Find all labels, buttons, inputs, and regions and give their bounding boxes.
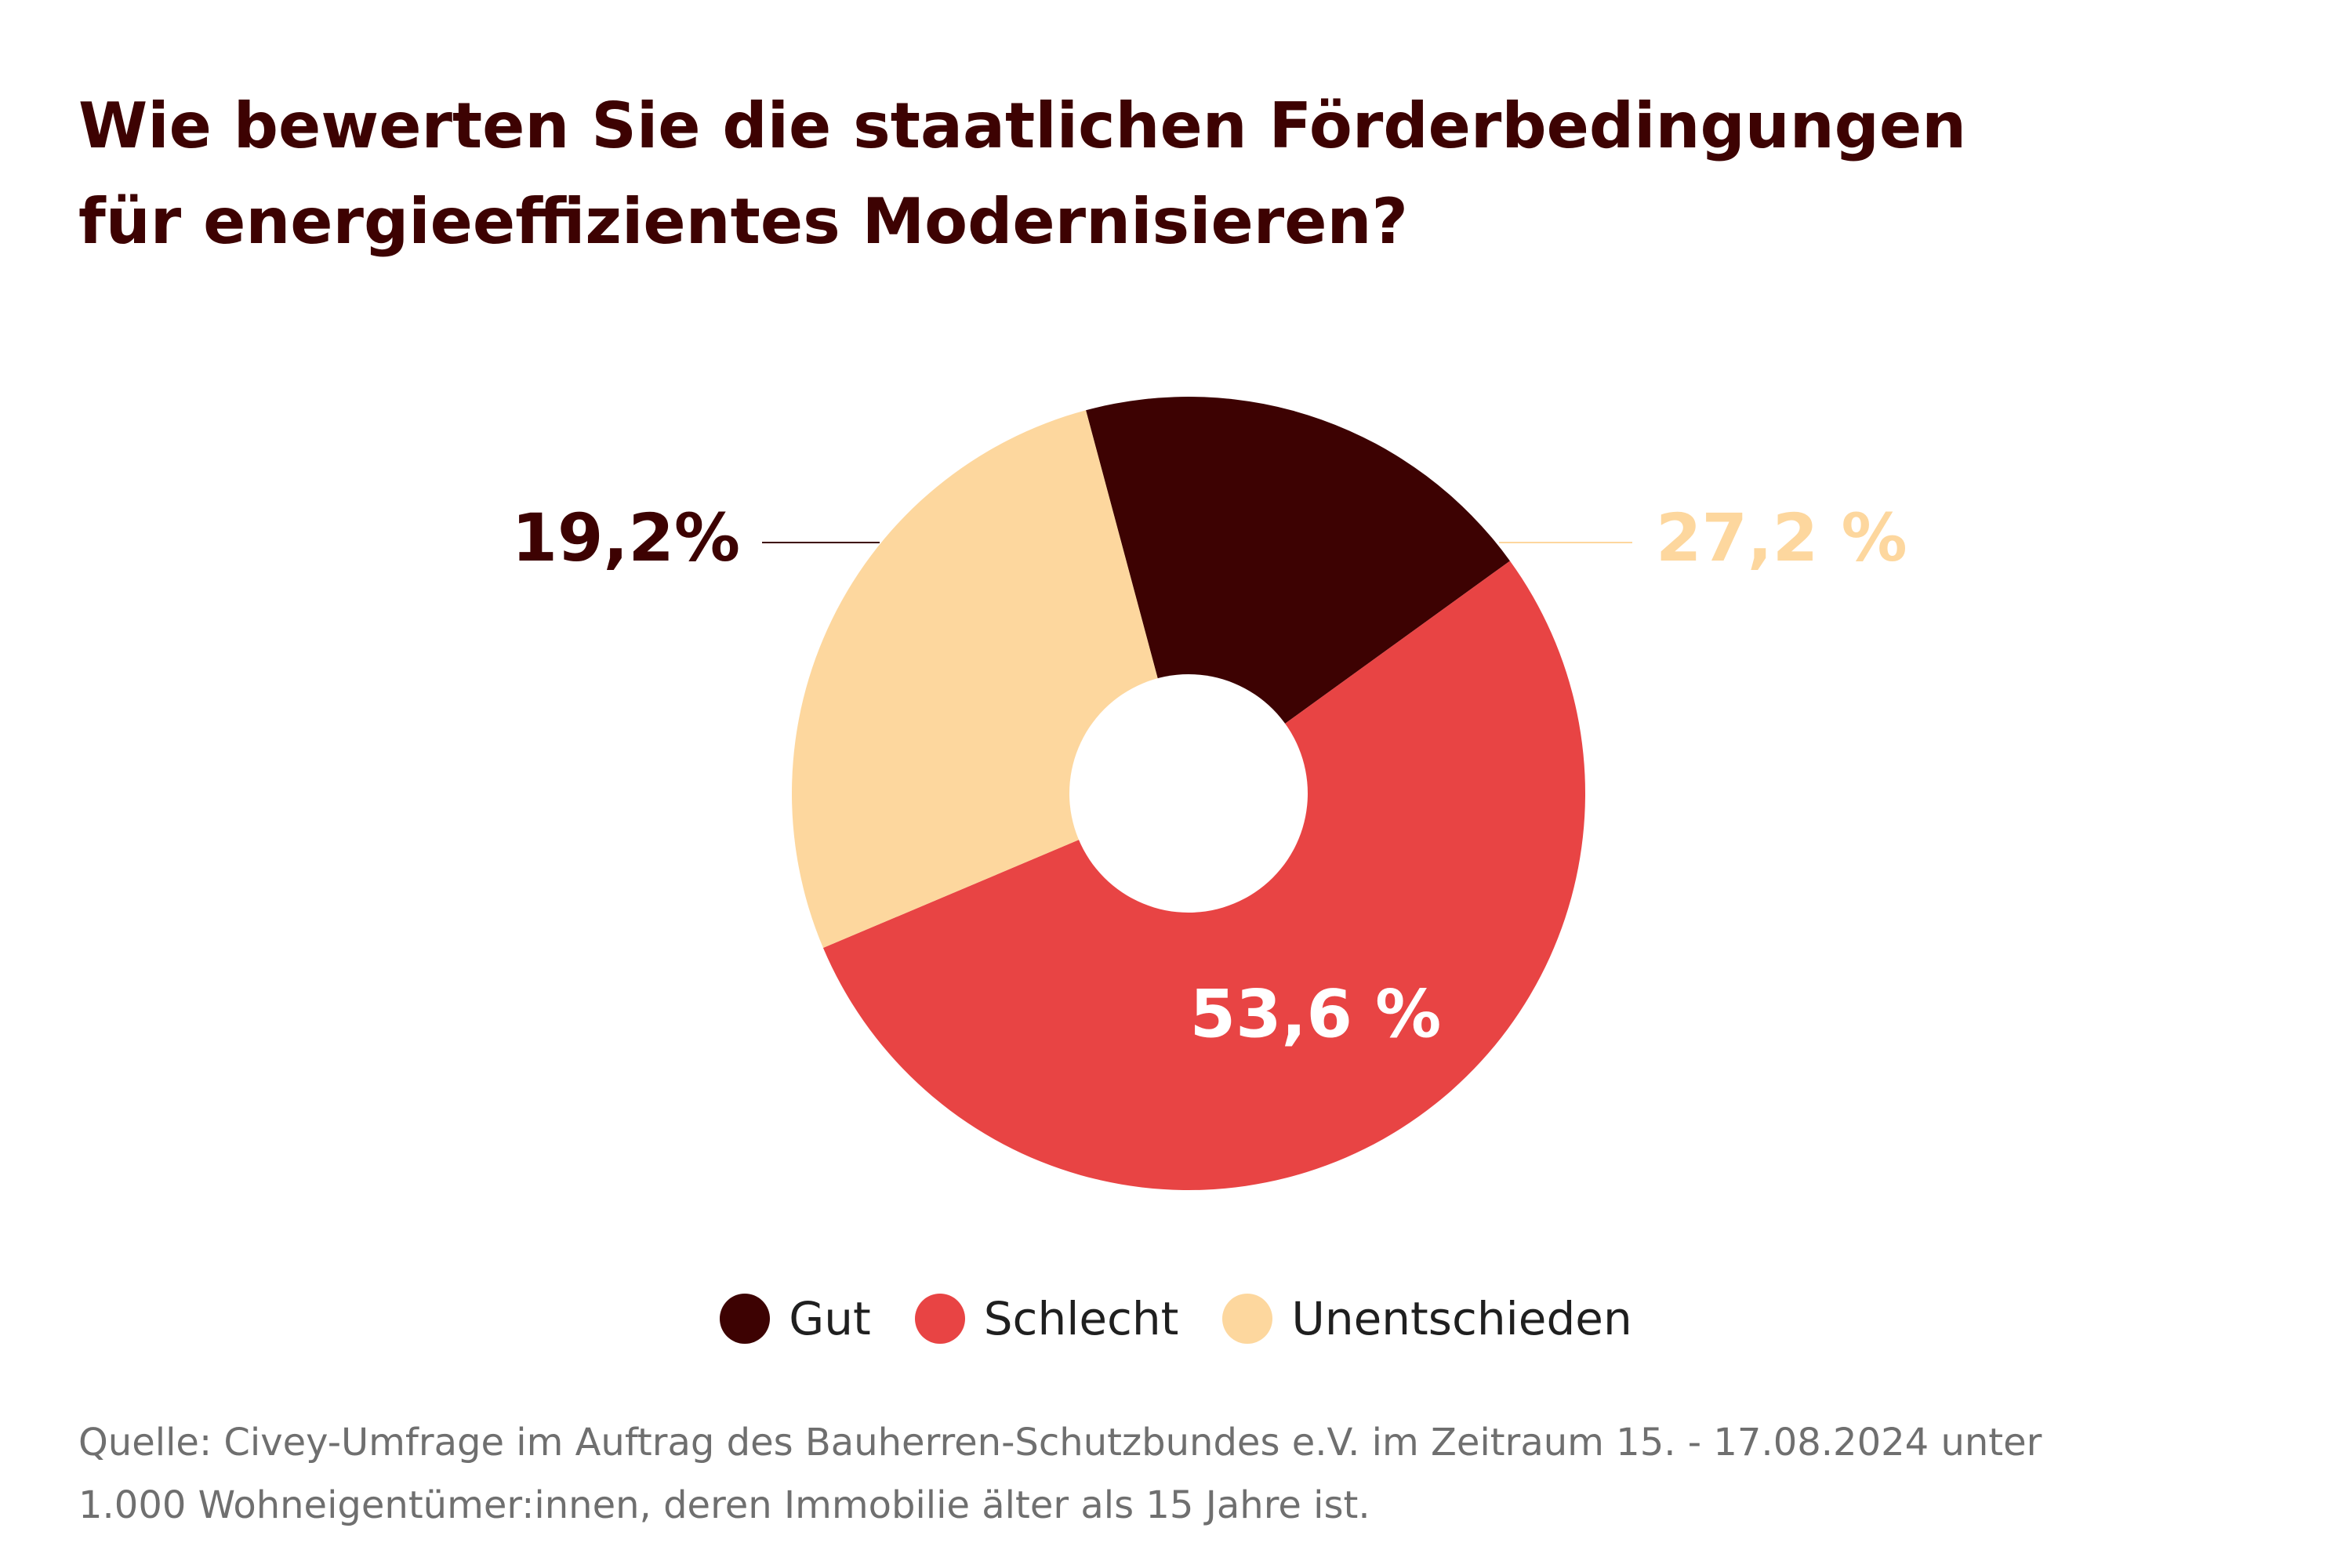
- source-note-line-2: 1.000 Wohneigentümer:innen, deren Immobi…: [78, 1483, 1370, 1527]
- legend-item-gut: Gut: [720, 1292, 871, 1345]
- legend-swatch-unentschieden: [1222, 1294, 1273, 1344]
- legend-swatch-gut: [720, 1294, 771, 1344]
- legend-label-unentschieden: Unentschieden: [1291, 1292, 1632, 1345]
- chart-title-line-2: für energieeffizientes Modernisieren?: [78, 185, 1408, 258]
- source-note: Quelle: Civey-Umfrage im Auftrag des Bau…: [78, 1411, 2274, 1537]
- legend-label-schlecht: Schlecht: [983, 1292, 1179, 1345]
- data-label-schlecht: 53,6 %: [1190, 975, 1442, 1052]
- legend-item-schlecht: Schlecht: [914, 1292, 1179, 1345]
- legend-label-gut: Gut: [789, 1292, 871, 1345]
- chart-legend: Gut Schlecht Unentschieden: [0, 1292, 2352, 1345]
- legend-item-unentschieden: Unentschieden: [1222, 1292, 1632, 1345]
- donut-hole: [1069, 674, 1308, 913]
- data-label-gut: 19,2%: [512, 499, 740, 576]
- data-label-unentschieden: 27,2 %: [1656, 499, 1907, 576]
- source-note-line-1: Quelle: Civey-Umfrage im Auftrag des Bau…: [78, 1421, 2042, 1465]
- chart-title-line-1: Wie bewerten Sie die staatlichen Förderb…: [78, 89, 1967, 162]
- chart-title: Wie bewerten Sie die staatlichen Förderb…: [78, 78, 2274, 270]
- legend-swatch-schlecht: [914, 1294, 965, 1344]
